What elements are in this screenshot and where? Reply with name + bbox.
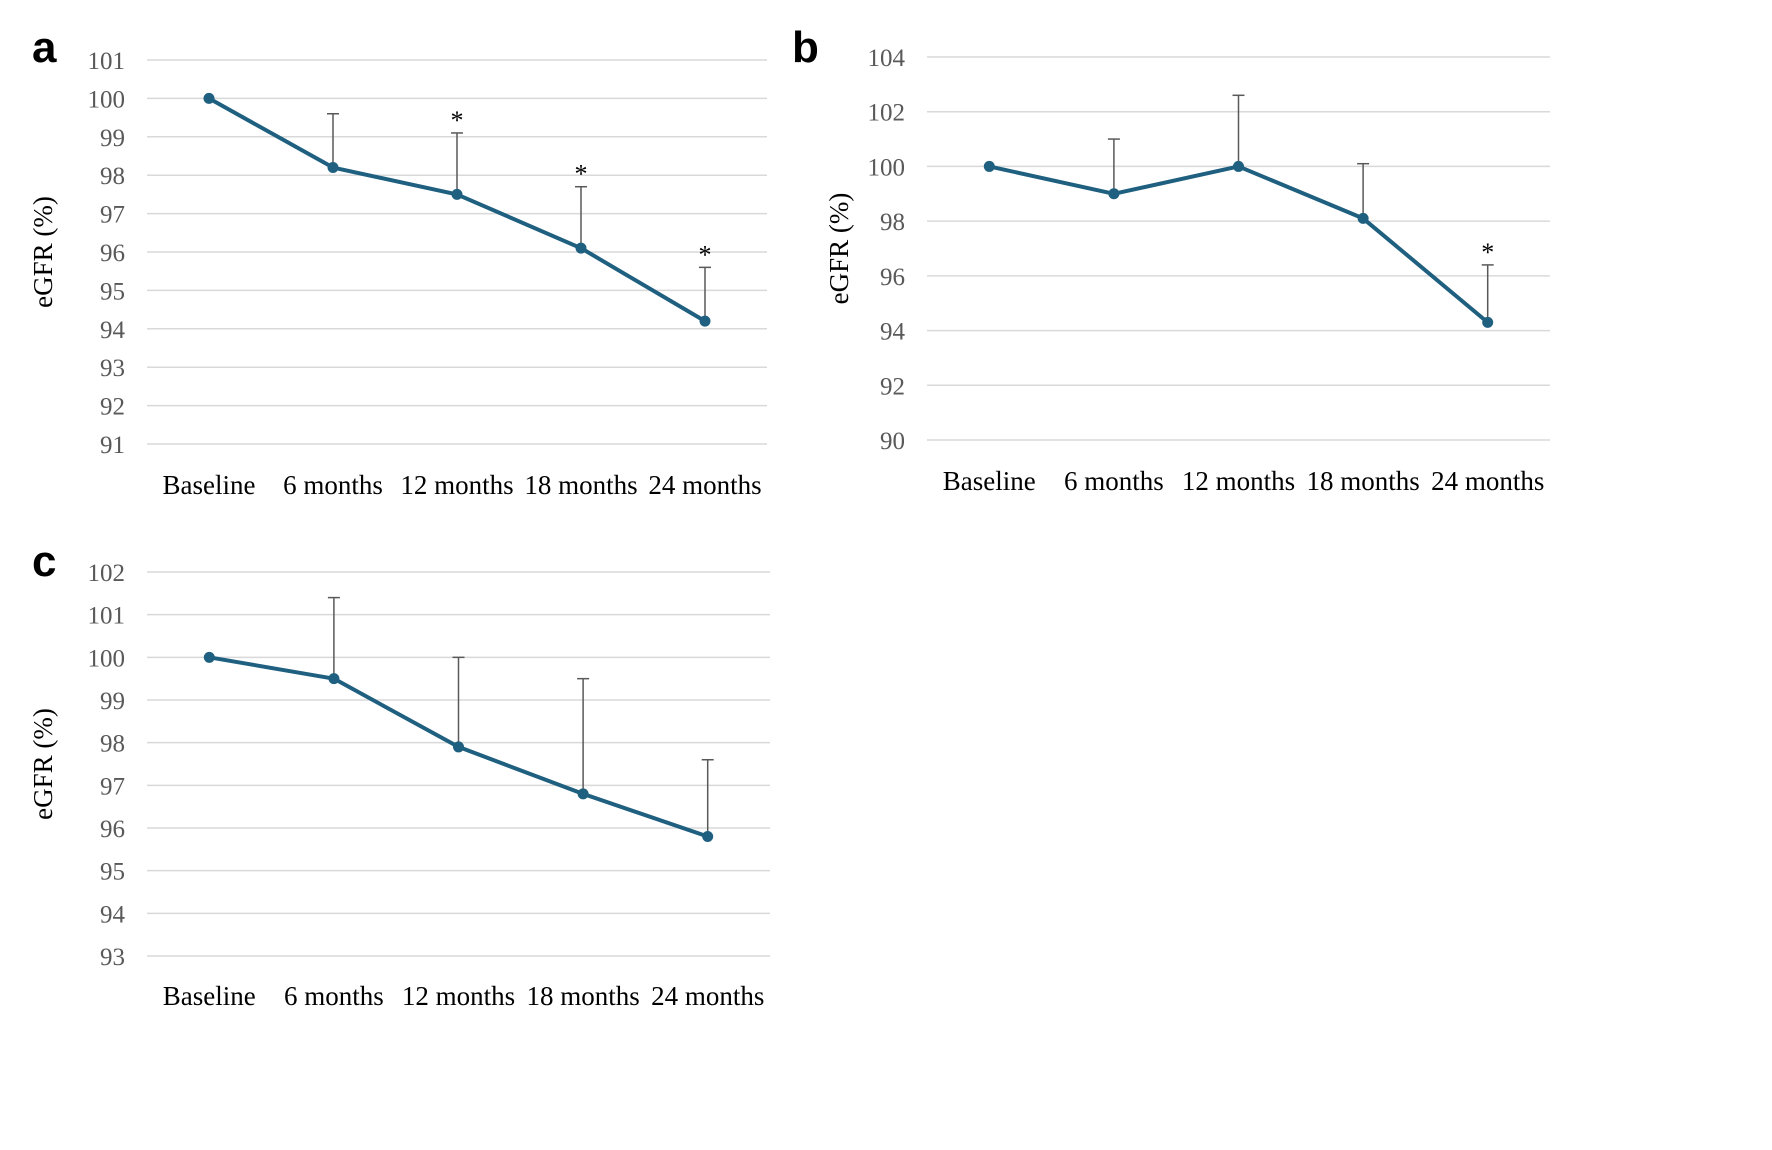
y-axis-title: eGFR (%) [824,193,854,305]
y-tick-label: 95 [100,278,125,305]
data-point [1233,160,1244,172]
data-point [1482,316,1494,328]
data-point [699,315,711,327]
panel-letter: a [32,23,57,72]
chart-c-svg: c 93 94 95 96 97 98 99 100 101 102 Baseline 6 months… [28,537,770,1011]
y-tick-label: 99 [100,688,125,715]
x-category-label: 24 months [648,470,761,500]
x-category-label: Baseline [163,470,256,500]
data-point [577,788,589,800]
x-category-label: 6 months [1064,466,1164,496]
y-tick-label: 100 [88,645,126,672]
y-tick-label: 101 [88,603,126,630]
y-tick-label: 97 [100,202,125,229]
chart-panel-b: b 90 92 94 96 98 100 102 104 Baseline 6 months 12 m… [792,0,1772,570]
x-category-label: 12 months [400,470,513,500]
x-category-label: 12 months [1182,466,1295,496]
panel-letter: b [792,23,819,72]
y-tick-label: 100 [868,154,906,181]
x-category-label: 6 months [283,470,383,500]
data-point [328,673,340,685]
y-tick-label: 90 [880,428,905,455]
y-tick-label: 91 [100,432,125,459]
y-tick-label: 100 [88,86,126,113]
y-tick-label: 94 [880,319,906,346]
y-axis-title: eGFR (%) [28,196,58,308]
y-tick-label: 96 [100,240,125,267]
y-tick-label: 104 [868,45,906,72]
y-tick-label: 99 [100,125,125,152]
significance-marker: * [699,240,712,269]
data-point [702,831,714,843]
y-tick-label: 93 [100,355,125,382]
x-category-label: 24 months [1431,466,1544,496]
significance-marker: * [451,106,464,135]
data-point [575,242,587,254]
y-tick-label: 97 [100,773,125,800]
x-category-label: 12 months [402,981,515,1011]
y-tick-label: 102 [88,560,126,587]
data-point [1357,212,1369,224]
y-tick-label: 96 [100,816,125,843]
y-tick-label: 94 [100,901,126,928]
x-category-label: Baseline [943,466,1036,496]
chart-panel-c: c 93 94 95 96 97 98 99 100 101 102 Baseline 6 months… [0,537,880,1150]
data-point [203,651,215,663]
x-category-label: 18 months [1306,466,1419,496]
y-tick-label: 101 [88,48,126,75]
x-category-label: 18 months [526,981,639,1011]
series-line [988,164,1489,324]
chart-panel-a: a 91 92 93 94 95 96 97 98 99 100 101 Baseline 6 month… [0,0,880,570]
chart-a-svg: a 91 92 93 94 95 96 97 98 99 100 101 Baseline 6 month… [28,23,767,500]
data-point [451,188,463,200]
y-tick-label: 102 [868,100,906,127]
data-point [327,162,339,174]
y-tick-label: 94 [100,317,126,344]
data-point [1108,188,1120,200]
y-tick-label: 98 [100,731,125,758]
y-tick-label: 92 [100,394,125,421]
y-tick-label: 95 [100,859,125,886]
x-category-label: 18 months [524,470,637,500]
data-point [203,92,215,104]
x-category-label: 24 months [651,981,764,1011]
significance-marker: * [575,160,588,189]
panel-letter: c [32,537,56,586]
y-tick-label: 92 [880,373,905,400]
significance-marker: * [1481,238,1494,267]
y-tick-label: 98 [100,163,125,190]
y-tick-label: 98 [880,209,905,236]
data-point [453,741,464,753]
y-tick-label: 93 [100,944,125,971]
chart-b-svg: b 90 92 94 96 98 100 102 104 Baseline 6 months 12 m… [792,23,1550,496]
data-point [983,160,995,172]
y-axis-title: eGFR (%) [28,708,58,820]
x-category-label: Baseline [163,981,256,1011]
y-tick-label: 96 [880,264,905,291]
x-category-label: 6 months [284,981,384,1011]
